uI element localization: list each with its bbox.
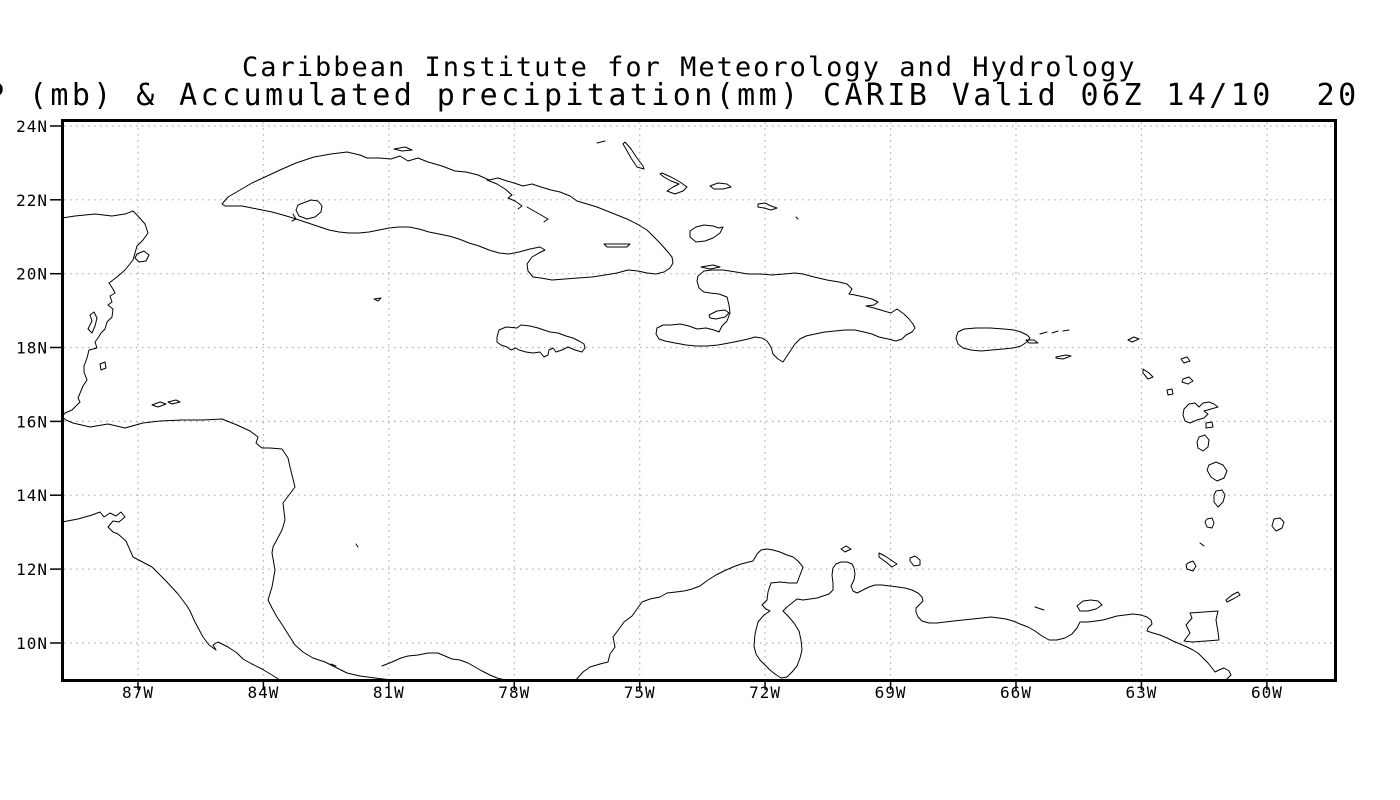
lon-label-84w: 84W (247, 683, 279, 702)
islands-cuba-keys (393, 146, 631, 248)
lon-label-78w: 78W (498, 683, 530, 702)
island-jamaica (496, 324, 586, 358)
islands-misc (87, 250, 359, 667)
lon-label-81w: 81W (373, 683, 405, 702)
page-title: Caribbean Institute for Meteorology and … (242, 52, 1137, 83)
islands-lesser-antilles (1039, 329, 1285, 643)
island-hispaniola (655, 269, 916, 363)
lon-label-72w: 72W (749, 683, 781, 702)
grid-lines (64, 122, 1334, 679)
islands-abc-venezuela (840, 545, 1103, 612)
lat-label-20n: 20N (16, 265, 48, 284)
lat-label-16n: 16N (16, 412, 48, 431)
lat-label-24n: 24N (16, 117, 48, 136)
coastline-south-america (574, 548, 1232, 682)
lat-label-22n: 22N (16, 191, 48, 210)
map-border (61, 119, 1337, 682)
axis-ticks (50, 125, 1268, 690)
coastline-panama (381, 652, 506, 681)
lon-label-66w: 66W (1000, 683, 1032, 702)
island-isle-of-youth (291, 199, 323, 222)
lon-label-63w: 63W (1125, 683, 1157, 702)
island-gonave (708, 309, 730, 320)
islands-bahamas-turks (596, 140, 799, 243)
lat-label-12n: 12N (16, 560, 48, 579)
lon-label-75w: 75W (624, 683, 656, 702)
lat-label-18n: 18N (16, 339, 48, 358)
coastline-pacific-central-america (61, 511, 281, 681)
coastline-yucatan-central-america (61, 210, 393, 681)
lon-label-60w: 60W (1251, 683, 1283, 702)
lon-label-69w: 69W (875, 683, 907, 702)
lat-axis-labels: 24N 22N 20N 18N 16N 14N 12N 10N (16, 117, 48, 653)
lat-label-14n: 14N (16, 486, 48, 505)
island-grand-cayman (373, 297, 382, 302)
island-puerto-rico (955, 327, 1031, 352)
island-cuba (221, 151, 674, 281)
island-tortuga (700, 264, 721, 270)
lat-label-10n: 10N (16, 634, 48, 653)
plot-subtitle: P (mb) & Accumulated precipitation(mm) C… (0, 78, 1360, 113)
lon-axis-labels: 87W 84W 81W 78W 75W 72W 69W 66W 63W 60W (122, 683, 1283, 702)
island-vieques (1025, 339, 1039, 344)
coastlines (61, 140, 1285, 682)
lon-label-87w: 87W (122, 683, 154, 702)
